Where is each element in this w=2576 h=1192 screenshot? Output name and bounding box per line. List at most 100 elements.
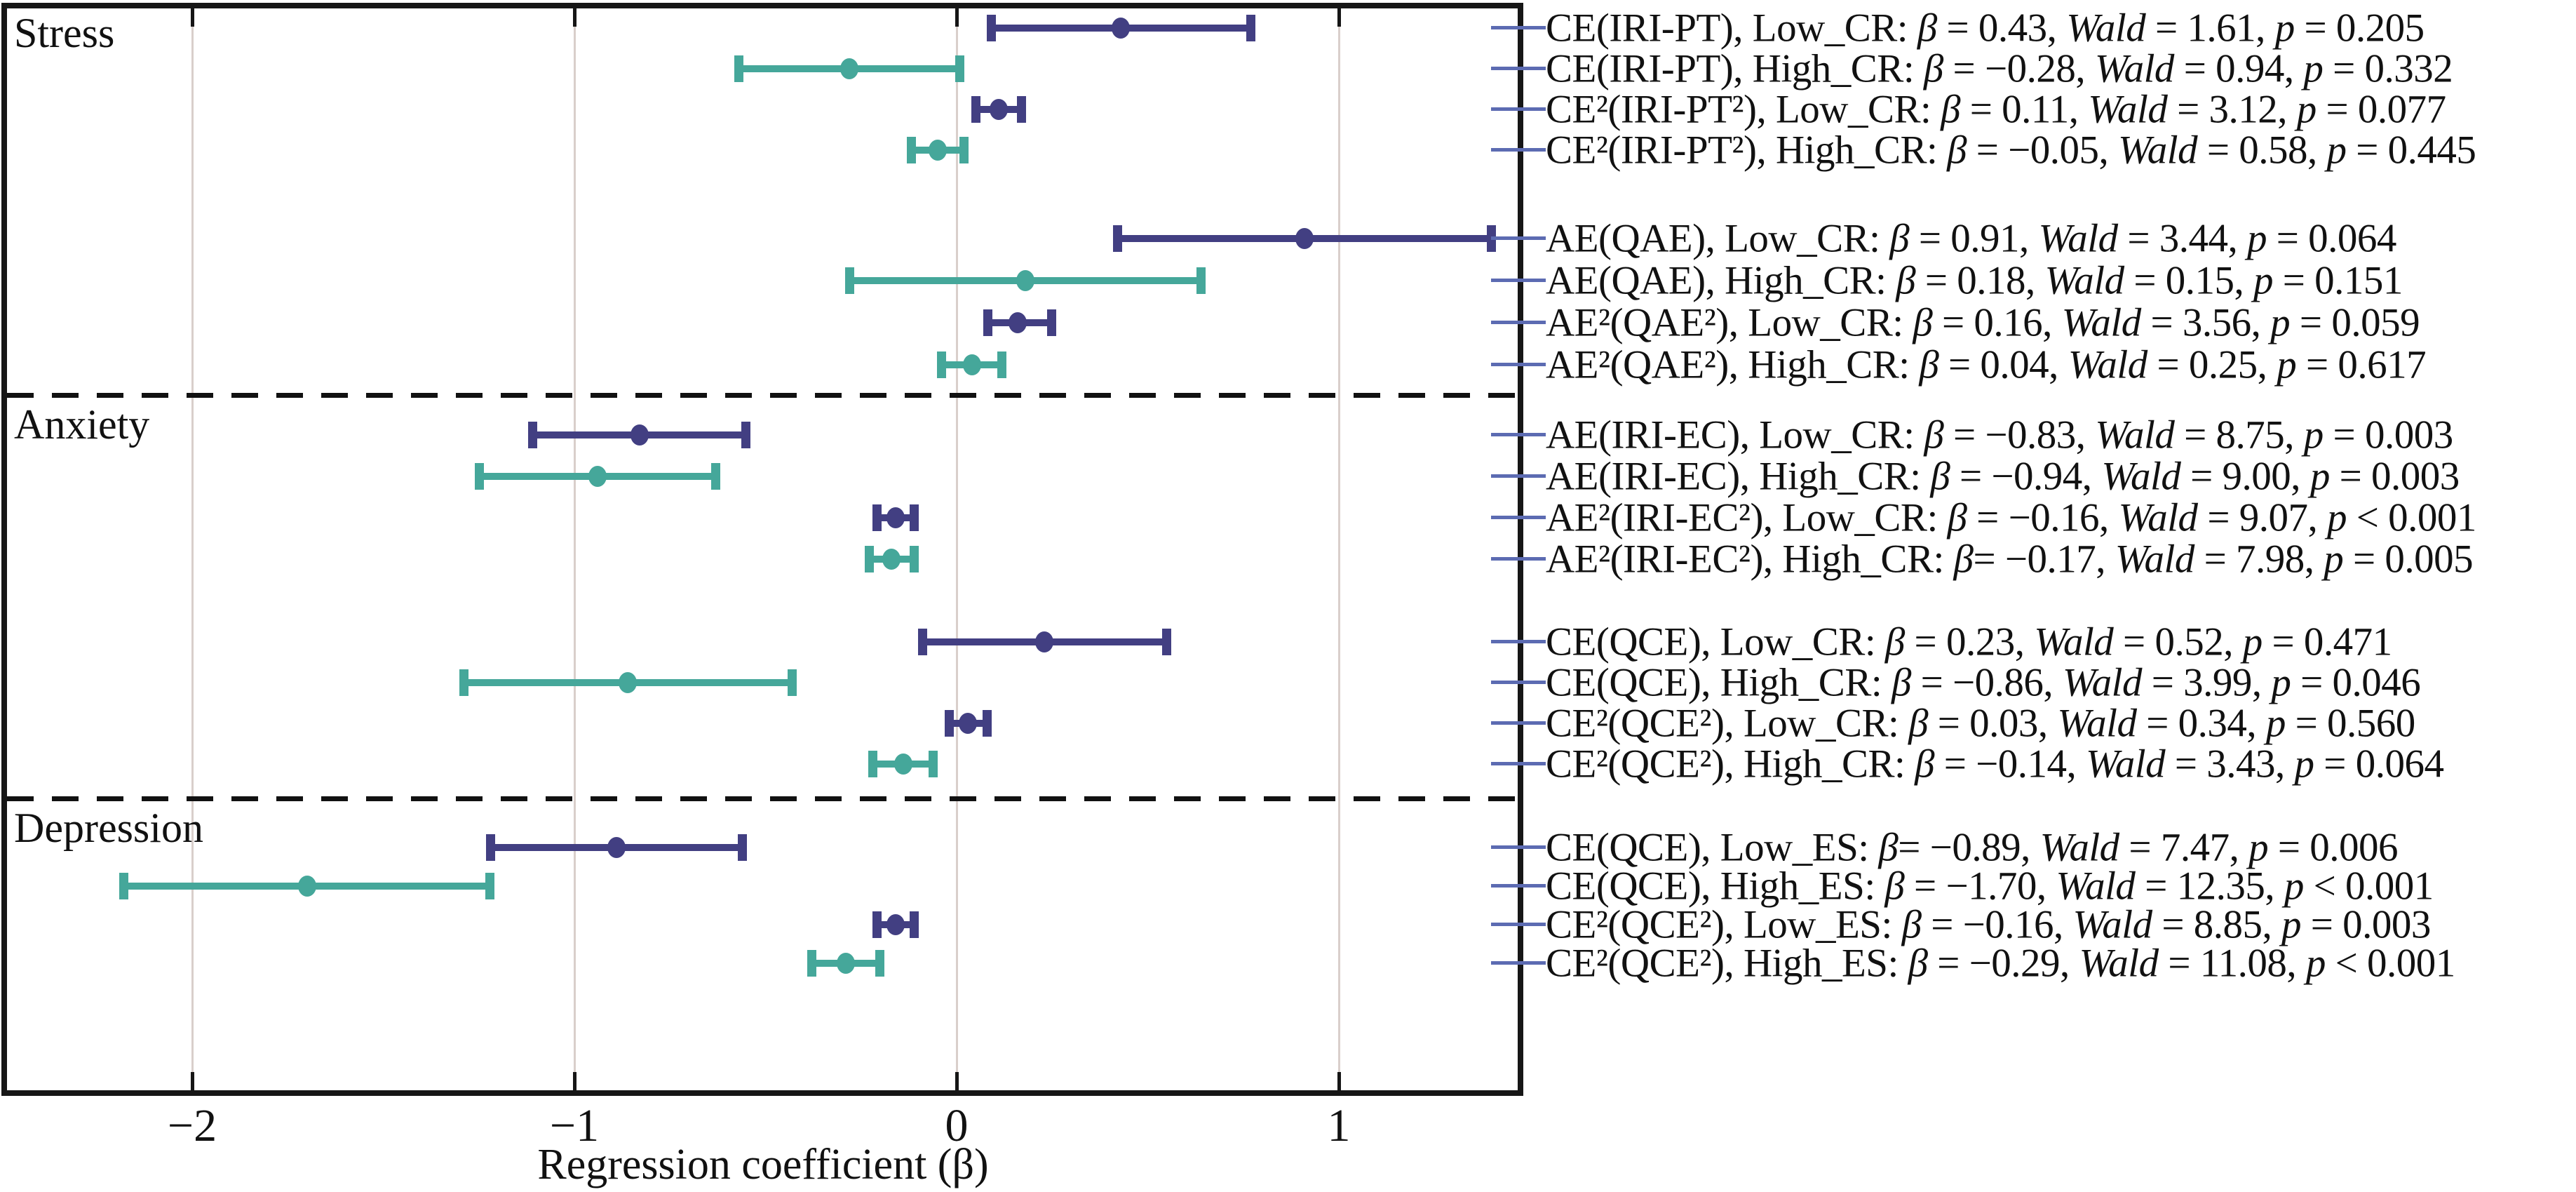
stat-symbol: Wald [2056, 864, 2136, 909]
leader-line [1491, 107, 1546, 111]
stat-symbol: Wald [2095, 413, 2175, 457]
stat-symbol: Wald [2062, 660, 2143, 705]
point-estimate-marker [297, 876, 316, 897]
ci-cap-upper [1196, 267, 1206, 294]
plot-inner [7, 8, 1518, 1090]
coefficient-label: CE(QCE), High_CR: β = −0.86, Wald = 3.99… [1546, 660, 2421, 705]
leader-line [1491, 923, 1546, 926]
stat-symbol: p [2247, 216, 2267, 261]
label-text: = 0.059 [2290, 300, 2420, 345]
point-estimate-marker [886, 914, 905, 935]
label-text: = 0.003 [2323, 413, 2454, 457]
label-text: = 0.332 [2323, 46, 2453, 91]
stat-symbol: p [2284, 864, 2305, 909]
section-label-depression: Depression [14, 805, 203, 851]
stat-symbol: β [1941, 87, 1960, 132]
stat-symbol: p [2326, 495, 2347, 540]
ci-cap-upper [910, 546, 919, 572]
label-text: < 0.001 [2346, 495, 2477, 540]
label-text: = 0.077 [2316, 87, 2447, 132]
ci-cap-lower [864, 546, 874, 572]
label-text: = 0.91, [1909, 216, 2039, 261]
label-text: AE²(QAE²), High_CR: [1546, 342, 1920, 387]
leader-line [1491, 433, 1546, 436]
stat-symbol: β [1908, 941, 1928, 986]
label-text: AE²(QAE²), Low_CR: [1546, 300, 1913, 345]
label-text: = −0.94, [1950, 454, 2102, 499]
label-text: = 3.12, [2167, 87, 2297, 132]
stat-symbol: β [1947, 495, 1967, 540]
coefficient-label: AE(IRI-EC), High_CR: β = −0.94, Wald = 9… [1546, 457, 2460, 497]
coefficient-label: CE(IRI-PT), Low_CR: β = 0.43, Wald = 1.6… [1546, 8, 2425, 48]
leader-line [1491, 681, 1546, 684]
stat-symbol: p [2303, 46, 2324, 91]
label-text: AE²(IRI-EC²), High_CR: [1546, 537, 1954, 582]
stat-symbol: β [1913, 300, 1933, 345]
label-text: = 0.18, [1915, 258, 2045, 303]
x-axis-tick-top [191, 8, 194, 27]
ci-cap-lower [945, 710, 955, 737]
stat-symbol: β [1884, 864, 1905, 909]
coefficient-label: CE²(QCE²), Low_ES: β = −0.16, Wald = 8.8… [1546, 905, 2431, 945]
label-text: = −0.29, [1927, 941, 2079, 986]
stat-symbol: Wald [2088, 87, 2168, 132]
stat-symbol: p [2248, 825, 2269, 870]
x-axis-title: Regression coefficient (β) [537, 1141, 989, 1188]
ci-cap-upper [875, 950, 884, 977]
ci-cap-upper [1161, 629, 1171, 655]
coefficient-label: CE(QCE), High_ES: β = −1.70, Wald = 12.3… [1546, 866, 2434, 906]
label-text: = 0.205 [2294, 6, 2425, 51]
x-axis-tick-top [955, 8, 959, 27]
label-text: CE(QCE), High_ES: [1546, 864, 1885, 909]
label-text: = −0.14, [1934, 742, 2086, 786]
label-text: = 0.006 [2268, 825, 2399, 870]
stat-symbol: Wald [2115, 537, 2195, 582]
label-text: = 7.98, [2194, 537, 2324, 582]
ci-cap-lower [119, 873, 128, 899]
section-separator-line [7, 796, 1518, 801]
stat-symbol: Wald [2057, 701, 2137, 746]
stat-symbol: β [1884, 620, 1905, 664]
ci-cap-lower [474, 463, 484, 490]
stat-symbol: p [2309, 454, 2331, 499]
coefficient-label: CE²(QCE²), Low_CR: β = 0.03, Wald = 0.34… [1546, 704, 2415, 744]
stat-symbol: p [2270, 300, 2291, 345]
label-text: CE²(IRI-PT²), High_CR: [1546, 128, 1948, 173]
stat-symbol: Wald [2066, 6, 2146, 51]
stat-symbol: β [1923, 46, 1943, 91]
ci-cap-upper [997, 351, 1007, 378]
coefficient-label: AE(QAE), Low_CR: β = 0.91, Wald = 3.44, … [1546, 219, 2396, 259]
ci-cap-lower [845, 267, 855, 294]
label-text: = 0.445 [2346, 128, 2476, 173]
ci-cap-upper [929, 751, 938, 777]
x-axis-tick-top [573, 8, 576, 27]
leader-line [1491, 557, 1546, 561]
stat-symbol: Wald [2094, 46, 2175, 91]
leader-line [1491, 721, 1546, 725]
label-text: = 3.99, [2141, 660, 2272, 705]
label-text: = 0.003 [2329, 454, 2460, 499]
label-text: = 0.064 [2267, 216, 2397, 261]
label-text: = 0.16, [1932, 300, 2062, 345]
point-estimate-marker [1112, 18, 1131, 39]
leader-line [1491, 321, 1546, 324]
leader-line [1491, 26, 1546, 29]
point-estimate-marker [1009, 312, 1027, 333]
point-estimate-marker [836, 953, 855, 974]
ci-cap-upper [959, 137, 969, 163]
stat-symbol: Wald [2034, 620, 2114, 664]
stat-symbol: β [1889, 216, 1910, 261]
coefficient-label: AE(IRI-EC), Low_CR: β = −0.83, Wald = 8.… [1546, 415, 2453, 455]
label-text: = 0.005 [2343, 537, 2474, 582]
label-text: = 9.00, [2180, 454, 2310, 499]
point-estimate-marker [962, 354, 981, 375]
stat-symbol: Wald [2079, 941, 2159, 986]
label-text: = −0.28, [1943, 46, 2095, 91]
leader-line [1491, 640, 1546, 643]
ci-cap-lower [906, 137, 916, 163]
leader-line [1491, 236, 1546, 240]
point-estimate-marker [989, 99, 1008, 120]
label-text: AE²(IRI-EC²), Low_CR: [1546, 495, 1948, 540]
coefficient-label: AE²(QAE²), Low_CR: β = 0.16, Wald = 3.56… [1546, 303, 2420, 343]
label-text: = 1.61, [2145, 6, 2275, 51]
